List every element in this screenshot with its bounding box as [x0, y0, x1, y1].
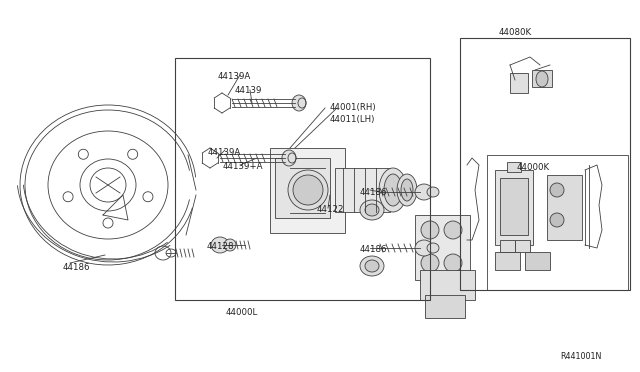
Text: 44186: 44186 [63, 263, 90, 272]
Bar [495, 252, 520, 270]
Ellipse shape [536, 71, 548, 87]
Bar [515, 240, 530, 252]
Ellipse shape [427, 187, 439, 197]
Ellipse shape [360, 256, 384, 276]
Text: 44139: 44139 [235, 86, 262, 95]
Text: 44186: 44186 [360, 188, 387, 197]
Ellipse shape [282, 150, 296, 166]
Bar [507, 162, 521, 172]
Ellipse shape [421, 221, 439, 239]
Text: 44000L: 44000L [226, 308, 259, 317]
Ellipse shape [288, 170, 328, 210]
Ellipse shape [293, 175, 323, 205]
Bar [525, 252, 550, 270]
Bar [495, 170, 533, 245]
Bar [415, 215, 470, 280]
Bar [487, 155, 628, 290]
Bar [175, 58, 430, 300]
Bar [335, 168, 390, 212]
Ellipse shape [401, 179, 413, 201]
Ellipse shape [444, 254, 462, 272]
Bar [547, 175, 582, 240]
Text: 44001(RH): 44001(RH) [330, 103, 376, 112]
Ellipse shape [550, 213, 564, 227]
Text: 44139+A: 44139+A [223, 162, 264, 171]
Ellipse shape [415, 184, 433, 200]
Ellipse shape [415, 240, 433, 256]
Ellipse shape [397, 174, 417, 206]
Bar [500, 178, 528, 235]
Ellipse shape [427, 243, 439, 253]
Ellipse shape [550, 183, 564, 197]
Text: 44139A: 44139A [218, 72, 252, 81]
Text: 44139A: 44139A [208, 148, 241, 157]
Text: 44011(LH): 44011(LH) [330, 115, 376, 124]
Ellipse shape [365, 260, 379, 272]
Ellipse shape [421, 254, 439, 272]
Ellipse shape [444, 221, 462, 239]
Ellipse shape [211, 237, 229, 253]
Ellipse shape [292, 95, 306, 111]
Text: 44186: 44186 [360, 245, 387, 254]
Ellipse shape [224, 239, 236, 251]
Bar [275, 158, 330, 218]
Ellipse shape [365, 204, 379, 216]
Text: 44128: 44128 [207, 242, 234, 251]
Bar [425, 295, 465, 318]
Bar [270, 148, 345, 233]
Ellipse shape [360, 200, 384, 220]
Ellipse shape [384, 174, 402, 206]
Bar [532, 70, 552, 87]
Ellipse shape [379, 168, 407, 212]
Bar [460, 38, 630, 290]
Text: 44000K: 44000K [517, 163, 550, 172]
Bar [510, 73, 528, 93]
Text: 44080K: 44080K [499, 28, 532, 37]
Text: 44122: 44122 [317, 205, 344, 214]
Bar [500, 240, 515, 252]
Bar [420, 270, 475, 300]
Text: R441001N: R441001N [560, 352, 602, 361]
